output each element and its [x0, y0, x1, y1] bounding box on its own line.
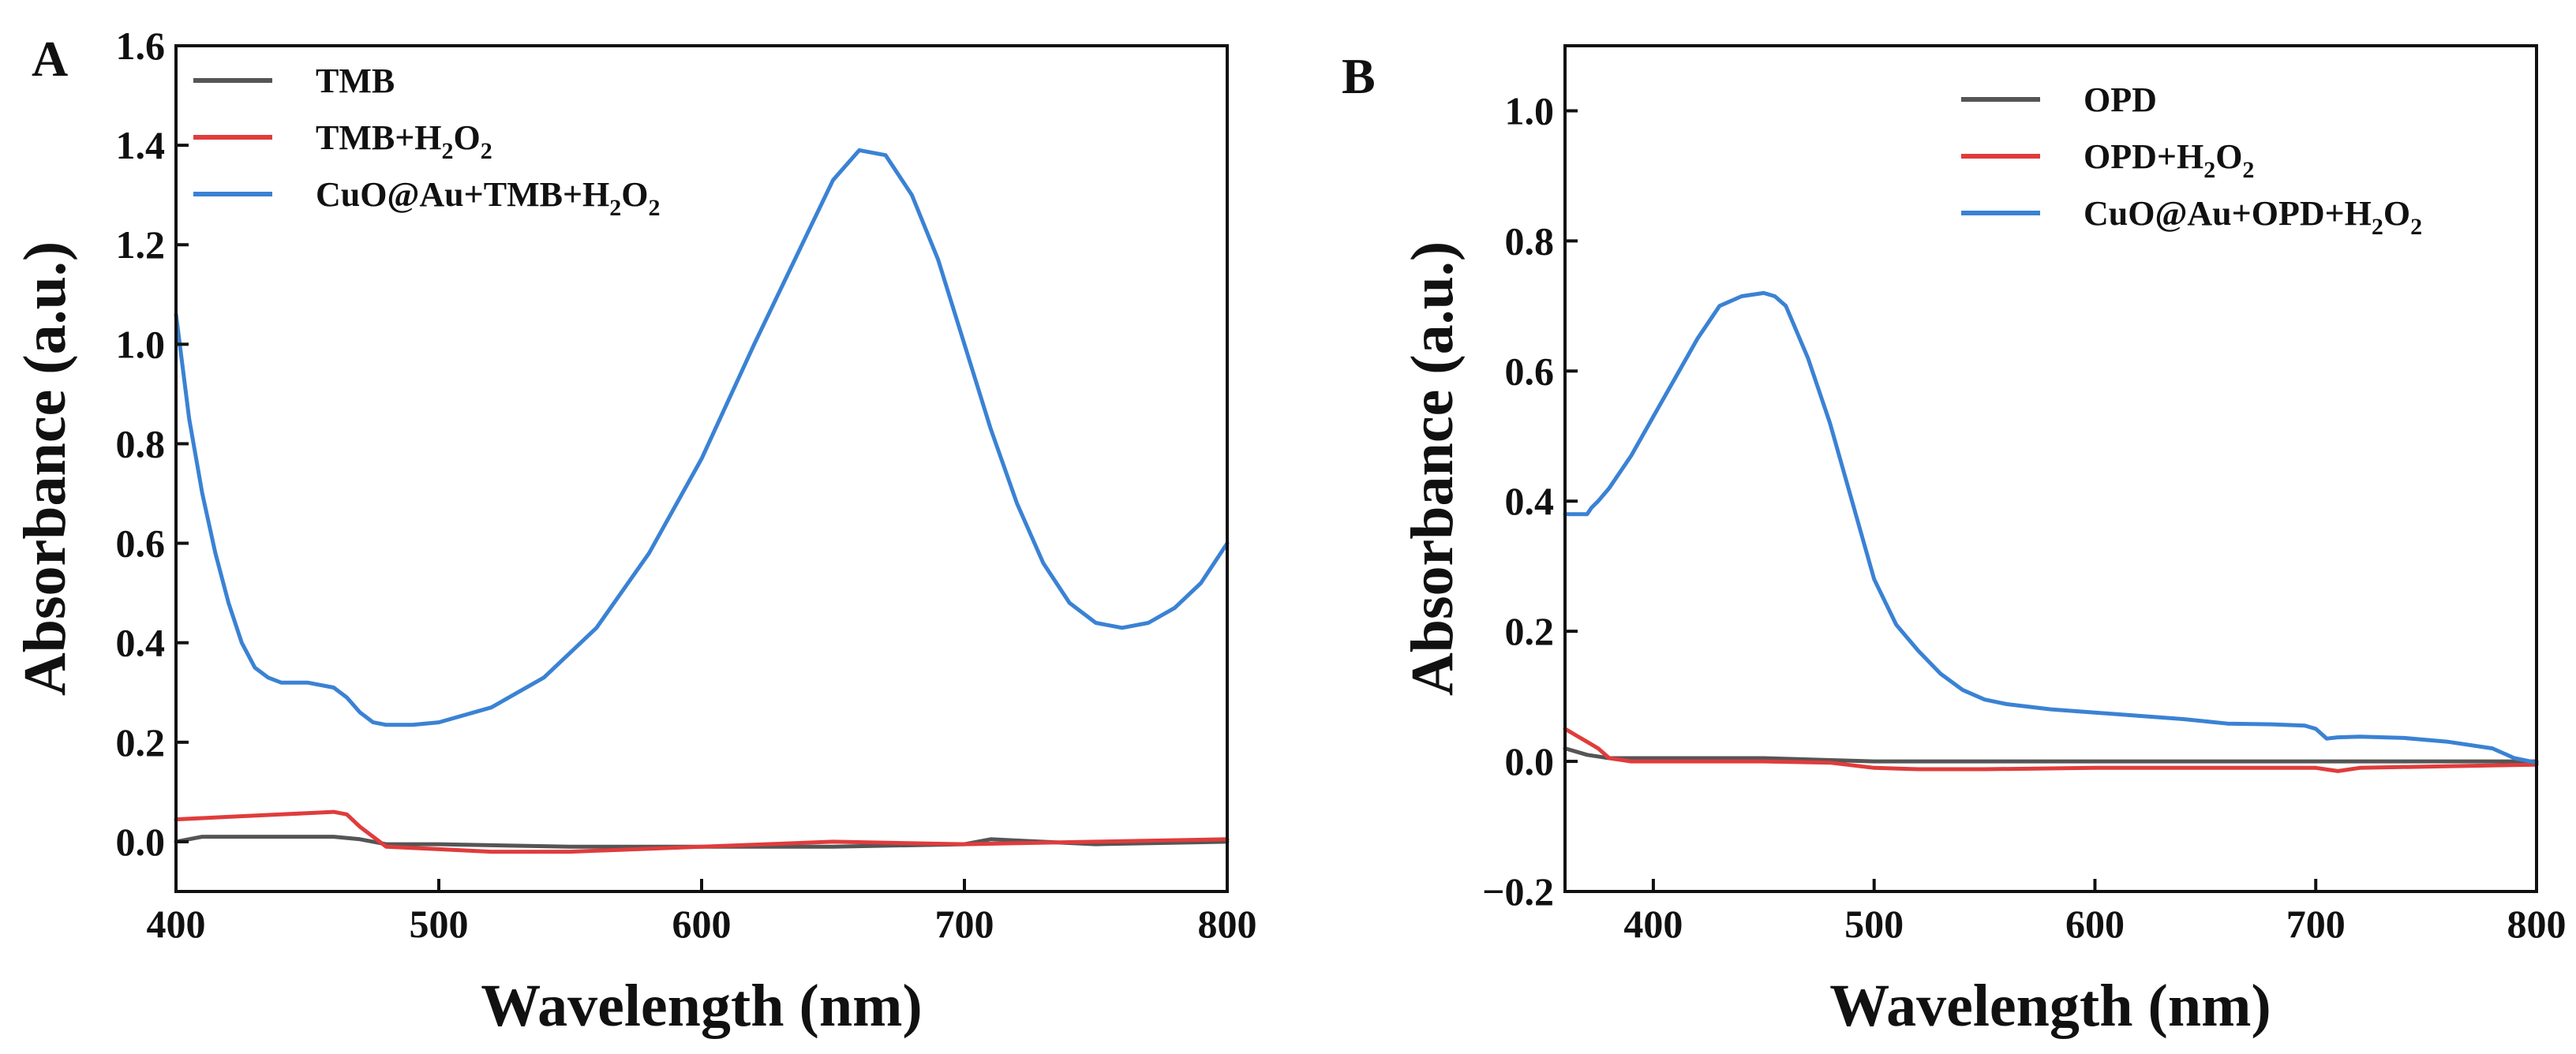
panel-a-legend-label-1: TMB — [316, 62, 395, 100]
panel-b-ticks: 400 500 600 700 800 −0.2 0.0 0.2 0.4 0.6 0.8 1.0 — [1482, 88, 2567, 946]
panel-a-x-tick-label: 400 — [147, 902, 206, 946]
panel-b-legend-label-part: O — [2383, 194, 2410, 233]
panel-a-y-tick-label: 0.6 — [116, 521, 166, 566]
panel-b-label: B — [1342, 48, 1376, 104]
panel-a-y-tick-label: 0.4 — [116, 621, 166, 665]
panel-b-series-line-3 — [1563, 290, 2539, 765]
panel-a-legend-label-part: TMB+H — [316, 118, 442, 157]
panel-b-y-tick-label: 0.6 — [1505, 349, 1555, 393]
panel-b-legend-label-1: OPD — [2084, 80, 2157, 119]
panel-b-series-line-1 — [1563, 746, 2539, 764]
panel-b-plot-frame — [1563, 44, 2538, 893]
panel-b-x-axis-title: Wavelength (nm) — [1829, 973, 2271, 1039]
panel-b-y-tick-label: 0.8 — [1505, 219, 1555, 263]
panel-b-legend-label-part: O — [2215, 137, 2242, 176]
panel-b-legend-label-part: OPD+H — [2084, 137, 2203, 176]
panel-a-legend-label-part: 2 — [648, 195, 660, 221]
panel-b-x-tick-label: 800 — [2507, 902, 2567, 946]
panel-b-legend-label-2: OPD+H2O2 — [2084, 137, 2254, 183]
panel-b-y-tick-label: 0.4 — [1505, 479, 1555, 523]
panel-a-legend-label-2: TMB+H2O2 — [316, 118, 492, 164]
panel-b-x-tick-label: 600 — [2065, 902, 2125, 946]
panel-a-y-axis-title: Absorbance (a.u.) — [12, 241, 78, 696]
panel-b-legend-label-part: 2 — [2410, 214, 2422, 240]
panel-a-y-tick-label: 1.4 — [116, 123, 166, 167]
panel-b-legend-label-part: OPD — [2084, 80, 2157, 119]
panel-a-series-group — [174, 148, 1230, 854]
panel-a-x-tick-label: 700 — [935, 902, 994, 946]
panel-a-legend-label-part: TMB — [316, 62, 395, 100]
panel-b-x-tick-label: 500 — [1844, 902, 1904, 946]
panel-b-y-axis-title: Absorbance (a.u.) — [1399, 241, 1466, 696]
panel-a-series-line-3 — [174, 148, 1230, 727]
panel-a-ticks: 400 500 600 700 800 0.0 0.2 0.4 0.6 0.8 1.0 1.2 1.4 1… — [116, 24, 1257, 946]
panel-b-legend-label-part: 2 — [2242, 157, 2254, 183]
panel-a-legend-label-part: CuO@Au+TMB+H — [316, 175, 609, 214]
panel-b-series-line-2 — [1563, 727, 2539, 773]
panel-a-y-tick-label: 0.0 — [116, 820, 166, 864]
panel-a-legend-label-3: CuO@Au+TMB+H2O2 — [316, 175, 660, 221]
panel-b-y-tick-label: 0.0 — [1505, 739, 1555, 783]
panel-b-y-tick-label: −0.2 — [1482, 869, 1554, 914]
panel-b-series-group — [1563, 290, 2539, 773]
panel-b-legend-label-3: CuO@Au+OPD+H2O2 — [2084, 194, 2422, 240]
panel-a-y-tick-label: 1.0 — [116, 322, 166, 366]
panel-a: A 400 500 600 700 800 0.0 0.2 0.4 0.6 0.8 1.0 1.2 1.… — [12, 24, 1257, 1039]
panel-a-legend-label-part: O — [454, 118, 481, 157]
panel-a-x-tick-label: 800 — [1198, 902, 1257, 946]
panel-a-y-tick-label: 0.2 — [116, 720, 166, 764]
panel-a-series-line-1 — [174, 835, 1230, 849]
panel-a-y-tick-label: 0.8 — [116, 421, 166, 465]
panel-a-series-line-2 — [174, 809, 1230, 854]
panel-b-y-tick-label: 1.0 — [1505, 88, 1555, 133]
panel-b-x-tick-label: 400 — [1623, 902, 1683, 946]
panel-a-x-axis-title: Wavelength (nm) — [481, 973, 922, 1039]
panel-b-legend-label-part: CuO@Au+OPD+H — [2084, 194, 2372, 233]
panel-a-x-tick-label: 500 — [410, 902, 469, 946]
panel-a-x-tick-label: 600 — [672, 902, 732, 946]
panel-b: B 400 500 600 700 800−0.20.00.20.40.60.81.0 … — [1342, 44, 2567, 1039]
panel-b-legend-label-part: 2 — [2372, 214, 2383, 240]
panel-a-legend-label-part: O — [621, 175, 648, 214]
panel-a-legend-label-part: 2 — [609, 195, 621, 221]
panel-a-legend-label-part: 2 — [442, 138, 454, 164]
panel-a-y-tick-label: 1.2 — [116, 222, 166, 267]
panel-a-label: A — [32, 31, 68, 87]
panel-b-y-tick-label: 0.2 — [1505, 609, 1555, 653]
panel-a-y-tick-label: 1.6 — [116, 24, 166, 68]
panel-b-legend-label-part: 2 — [2203, 157, 2215, 183]
panel-a-plot-frame — [174, 44, 1229, 893]
panel-b-x-tick-label: 700 — [2286, 902, 2346, 946]
panel-a-legend-label-part: 2 — [481, 138, 492, 164]
